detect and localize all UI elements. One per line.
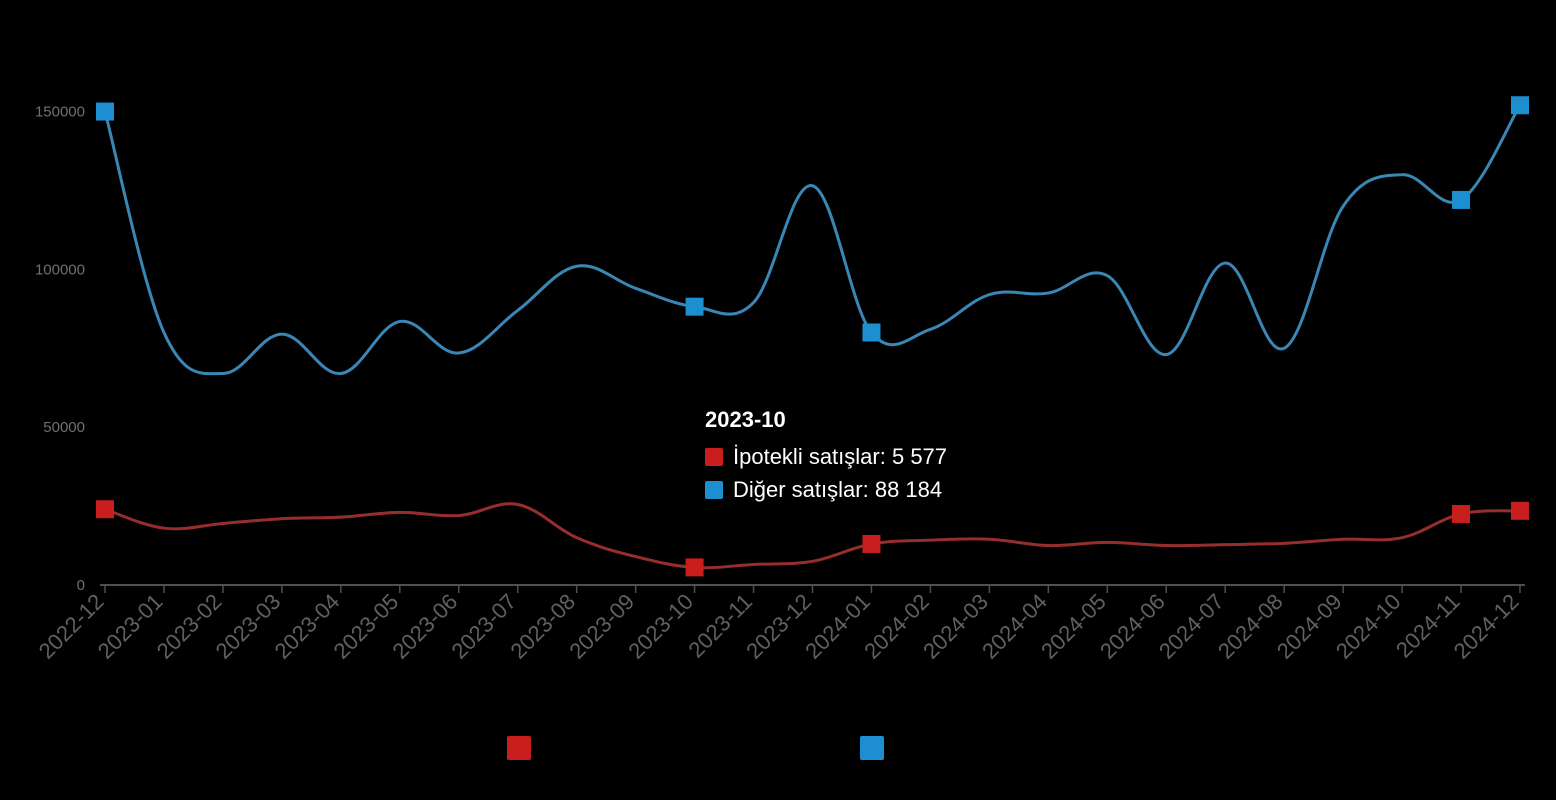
x-axis-tick-label: 2023-08 [505,589,580,664]
x-axis-tick-label: 2024-05 [1036,589,1111,664]
chart-legend: İpotekli satışlar Diğer satışlar [507,735,1025,761]
x-axis-tick-label: 2024-08 [1213,589,1288,664]
x-axis-tick-label: 2024-07 [1154,589,1229,664]
x-axis-tick-label: 2023-01 [93,589,168,664]
series-marker-ipotekli[interactable] [96,500,114,518]
series-marker-diger[interactable] [862,324,880,342]
x-axis-tick-label: 2024-02 [859,589,934,664]
x-axis-tick-label: 2024-01 [800,589,875,664]
x-axis-tick-label: 2024-09 [1272,589,1347,664]
x-axis-tick-label: 2024-06 [1095,589,1170,664]
series-marker-ipotekli[interactable] [1511,502,1529,520]
legend-swatch-series-1 [507,736,531,760]
y-axis-tick-label: 0 [77,577,85,594]
series-marker-diger[interactable] [686,298,704,316]
x-axis-tick-label: 2022-12 [34,589,109,664]
legend-swatch-series-2 [860,736,884,760]
x-axis-tick-label: 2023-05 [329,589,404,664]
x-axis-tick-label: 2024-12 [1449,589,1524,664]
x-axis-tick-label: 2023-09 [564,589,639,664]
series-marker-ipotekli[interactable] [686,558,704,576]
series-marker-diger[interactable] [96,103,114,121]
legend-item[interactable]: İpotekli satışlar [507,735,690,761]
y-axis-tick-label: 150000 [35,104,85,121]
series-marker-ipotekli[interactable] [862,535,880,553]
series-line-ipotekli[interactable] [105,504,1520,568]
series-marker-ipotekli[interactable] [1452,505,1470,523]
x-axis-tick-label: 2023-06 [388,589,463,664]
x-axis-tick-label: 2023-12 [741,589,816,664]
legend-item[interactable]: Diğer satışlar [860,735,1026,761]
x-axis-tick-label: 2023-02 [152,589,227,664]
y-axis-tick-label: 100000 [35,261,85,278]
x-axis-tick-label: 2023-10 [623,589,698,664]
series-marker-diger[interactable] [1511,96,1529,114]
x-axis-tick-label: 2024-10 [1331,589,1406,664]
series-line-diger[interactable] [105,105,1520,373]
x-axis-tick-label: 2023-07 [446,589,521,664]
x-axis-tick-label: 2024-04 [977,589,1052,664]
series-marker-diger[interactable] [1452,191,1470,209]
x-axis-tick-label: 2024-03 [918,589,993,664]
x-axis-tick-label: 2023-03 [211,589,286,664]
x-axis-tick-label: 2023-04 [270,589,345,664]
y-axis-tick-label: 50000 [43,419,85,436]
line-chart: 0500001000001500002022-122023-012023-022… [0,0,1556,800]
chart-canvas[interactable]: 0500001000001500002022-122023-012023-022… [0,0,1556,800]
